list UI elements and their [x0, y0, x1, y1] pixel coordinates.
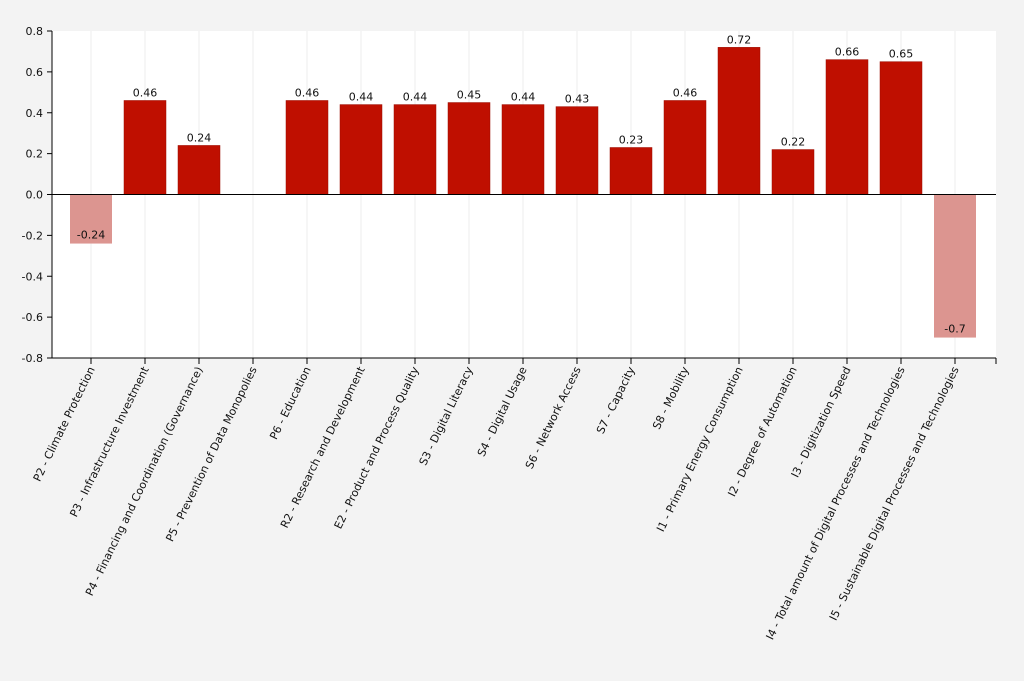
data-label: 0.44 — [403, 91, 428, 104]
data-label: -0.7 — [944, 323, 965, 336]
y-tick-label: 0.0 — [26, 189, 44, 202]
data-label: 0.44 — [349, 91, 374, 104]
x-tick-label: S8 - Mobility — [650, 364, 692, 431]
data-label: 0.46 — [673, 86, 698, 99]
y-tick-label: 0.4 — [26, 107, 44, 120]
x-tick-label: I3 - Digitization Speed — [789, 365, 854, 480]
x-tick-label: P6 - Education — [267, 365, 313, 442]
data-label: 0.46 — [133, 86, 158, 99]
bar — [501, 104, 545, 195]
data-label: 0.45 — [457, 89, 482, 102]
data-label: 0.46 — [295, 86, 320, 99]
x-tick-label: S4 - Digital Usage — [475, 364, 530, 458]
bar — [70, 194, 112, 244]
bar-layer — [70, 47, 976, 338]
data-label: 0.24 — [187, 131, 212, 144]
x-tick-label: P2 - Climate Protection — [31, 365, 98, 484]
data-label: -0.24 — [77, 229, 105, 242]
y-tick-label: 0.2 — [26, 148, 44, 161]
x-tick-label: S6 - Network Access — [523, 364, 584, 471]
bar — [717, 47, 761, 195]
bar — [447, 102, 491, 195]
data-label: 0.23 — [619, 133, 644, 146]
y-tick-label: 0.8 — [26, 25, 44, 38]
bar — [825, 59, 869, 195]
y-tick-label: 0.6 — [26, 66, 44, 79]
bar — [339, 104, 383, 195]
y-tick-label: -0.2 — [22, 229, 43, 242]
bar — [285, 100, 329, 195]
data-label: 0.72 — [727, 33, 752, 46]
data-label: 0.44 — [511, 91, 536, 104]
bar — [609, 147, 653, 195]
bar — [663, 100, 707, 195]
y-tick-label: -0.6 — [22, 311, 43, 324]
data-label: 0.22 — [781, 136, 806, 149]
data-label: 0.66 — [835, 46, 860, 59]
bar — [393, 104, 437, 195]
data-label: 0.65 — [889, 48, 914, 61]
bar — [934, 194, 976, 338]
x-tick-label: S7 - Capacity — [594, 364, 638, 436]
bar — [879, 61, 923, 195]
x-tick-label: S3 - Digital Literacy — [417, 364, 476, 467]
bar — [771, 149, 815, 195]
y-tick-label: -0.8 — [22, 352, 43, 365]
data-label: 0.43 — [565, 93, 590, 106]
bar — [123, 100, 167, 195]
data-label-layer: -0.24 0.46 0.24 0.46 0.44 0.44 0.45 0.44 0.43 0.2… — [77, 33, 966, 335]
x-tick-label: P5 - Prevention of Data Monopolies — [163, 364, 259, 543]
bar — [177, 145, 221, 195]
bar — [555, 106, 599, 195]
y-tick-label: -0.4 — [22, 270, 43, 283]
x-tick-label: P4 - Financing and Coordination (Governa… — [83, 365, 206, 598]
